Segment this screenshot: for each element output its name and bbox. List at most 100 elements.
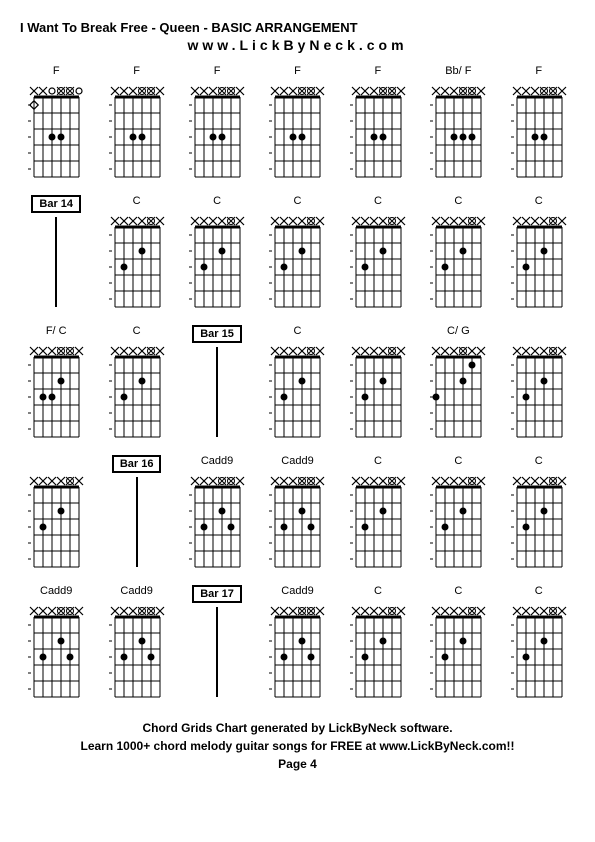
chord-label: C	[294, 195, 302, 209]
chord-cell	[503, 325, 575, 441]
chord-diagram	[109, 81, 165, 181]
chord-cell: C	[100, 195, 172, 311]
chord-cell: Cadd9	[261, 585, 333, 701]
chord-cell: Cadd9	[20, 585, 92, 701]
chord-diagram	[28, 601, 84, 701]
chord-row: Bar 14 C C C C C C	[20, 195, 575, 311]
chord-diagram	[430, 81, 486, 181]
bar-line	[136, 477, 138, 567]
chord-chart: FFFFFBb/ FFBar 14CCCCCCF/ CCBar 15CC/ GB…	[20, 65, 575, 701]
chord-label: F	[535, 65, 542, 79]
chord-row: F/ CCBar 15CC/ G	[20, 325, 575, 441]
chord-diagram	[511, 601, 567, 701]
chord-label: C	[133, 195, 141, 209]
chord-label: F	[375, 65, 382, 79]
chord-diagram	[269, 341, 325, 441]
chord-cell: C	[503, 195, 575, 311]
chord-cell: C	[422, 585, 494, 701]
chord-diagram	[511, 211, 567, 311]
chord-cell: F	[20, 65, 92, 181]
chord-label: Cadd9	[120, 585, 152, 599]
chord-diagram	[109, 211, 165, 311]
bar-line	[216, 607, 218, 697]
bar-line	[216, 347, 218, 437]
chord-label: Bb/ F	[445, 65, 471, 79]
chord-cell: C	[342, 195, 414, 311]
chord-diagram	[350, 341, 406, 441]
chord-cell: C	[422, 455, 494, 571]
chord-cell: C	[342, 585, 414, 701]
bar-marker: Bar 16	[100, 455, 172, 571]
chord-diagram	[430, 601, 486, 701]
bar-marker: Bar 15	[181, 325, 253, 441]
chord-cell: C	[100, 325, 172, 441]
chord-label: C	[454, 585, 462, 599]
chord-label: C	[535, 195, 543, 209]
chord-label: C	[454, 455, 462, 469]
chord-diagram	[269, 81, 325, 181]
chord-label: Cadd9	[201, 455, 233, 469]
chord-cell: Cadd9	[181, 455, 253, 571]
bar-label: Bar 16	[112, 455, 162, 473]
chord-cell	[342, 325, 414, 441]
chord-diagram	[189, 81, 245, 181]
chord-label: C	[454, 195, 462, 209]
chord-label: C	[213, 195, 221, 209]
chord-diagram	[269, 471, 325, 571]
chord-diagram	[189, 471, 245, 571]
bar-marker: Bar 14	[20, 195, 92, 311]
chord-label: F/ C	[46, 325, 67, 339]
chord-label: C	[133, 325, 141, 339]
chord-cell: F	[261, 65, 333, 181]
chord-cell: C	[503, 585, 575, 701]
chord-diagram	[511, 81, 567, 181]
page-footer: Chord Grids Chart generated by LickByNec…	[20, 719, 575, 773]
footer-page: Page 4	[20, 755, 575, 773]
chord-cell: F	[503, 65, 575, 181]
bar-label: Bar 17	[192, 585, 242, 603]
bar-label: Bar 14	[31, 195, 81, 213]
chord-row: Cadd9 Cadd9 Bar 17 Cadd9 C C C	[20, 585, 575, 701]
chord-label: C	[374, 585, 382, 599]
chord-diagram	[350, 211, 406, 311]
bar-label: Bar 15	[192, 325, 242, 343]
chord-diagram	[511, 341, 567, 441]
chord-cell: Cadd9	[261, 455, 333, 571]
chord-cell	[20, 455, 92, 571]
chord-diagram	[189, 211, 245, 311]
chord-label: C	[374, 455, 382, 469]
chord-diagram	[269, 601, 325, 701]
chord-cell: F	[342, 65, 414, 181]
page-subtitle: www.LickByNeck.com	[20, 37, 575, 53]
chord-label: Cadd9	[281, 585, 313, 599]
chord-label: C	[374, 195, 382, 209]
chord-diagram	[430, 341, 486, 441]
chord-diagram	[28, 341, 84, 441]
footer-line-1: Chord Grids Chart generated by LickByNec…	[20, 719, 575, 737]
chord-label: C	[535, 585, 543, 599]
chord-diagram	[109, 341, 165, 441]
chord-label: F	[53, 65, 60, 79]
chord-cell: F	[100, 65, 172, 181]
chord-row: F F F F F Bb/ F F	[20, 65, 575, 181]
chord-cell: C	[422, 195, 494, 311]
chord-row: Bar 16 Cadd9 Cadd9 C C C	[20, 455, 575, 571]
chord-label: F	[214, 65, 221, 79]
chord-cell: C	[181, 195, 253, 311]
chord-diagram	[109, 601, 165, 701]
chord-diagram	[28, 81, 84, 181]
chord-diagram	[350, 81, 406, 181]
page-title: I Want To Break Free - Queen - BASIC ARR…	[20, 20, 575, 35]
chord-label: C	[294, 325, 302, 339]
chord-diagram	[28, 471, 84, 571]
bar-marker: Bar 17	[181, 585, 253, 701]
chord-cell: Cadd9	[100, 585, 172, 701]
chord-diagram	[350, 601, 406, 701]
chord-diagram	[430, 211, 486, 311]
chord-diagram	[430, 471, 486, 571]
chord-label: F	[133, 65, 140, 79]
chord-cell: C	[261, 195, 333, 311]
bar-line	[55, 217, 57, 307]
chord-cell: F/ C	[20, 325, 92, 441]
chord-cell: C	[503, 455, 575, 571]
